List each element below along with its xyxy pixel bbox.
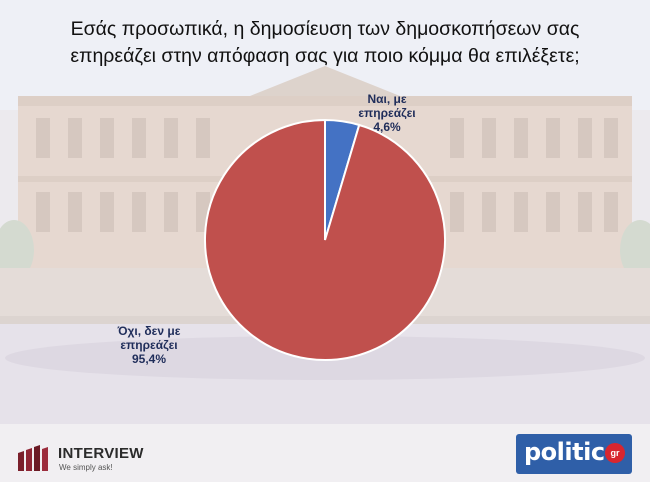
data-label-yes-line1: Ναι, με [367,92,407,106]
data-label-no-line1: Όχι, δεν με [117,324,181,338]
interview-tagline: We simply ask! [59,463,113,472]
interview-logo: INTERVIEW We simply ask! [12,437,162,473]
chart-title-line-2: επηρεάζει στην απόφαση σας για ποιο κόμμ… [70,45,580,67]
chart-title-line-1: Εσάς προσωπικά, η δημοσίευση των δημοσκο… [70,18,580,40]
interview-name: INTERVIEW [58,445,144,462]
interview-bars-icon [18,445,48,471]
data-label-yes-value: 4,6% [373,120,401,134]
data-label-no-line2: επηρεάζει [120,338,178,352]
politic-logo: politic gr [516,434,632,474]
data-label-no-value: 95,4% [131,352,167,366]
data-label-yes: Ναι, με επηρεάζει 4,6% [344,92,430,134]
politic-badge: gr [605,443,625,463]
data-label-no: Όχι, δεν με επηρεάζει 95,4% [106,324,192,366]
pie-slice-no [204,118,446,361]
politic-name: politic [524,438,605,466]
chart-title: Εσάς προσωπικά, η δημοσίευση των δημοσκο… [0,16,650,70]
data-label-yes-line2: επηρεάζει [358,106,416,120]
